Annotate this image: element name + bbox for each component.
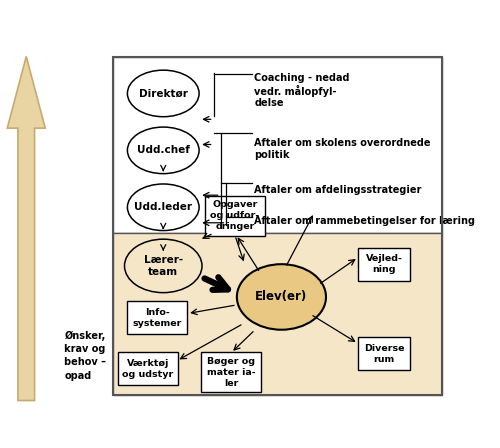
Bar [201,352,261,392]
Bar [118,352,178,385]
Text: Udd.leder: Udd.leder [134,202,192,212]
Ellipse shape [237,264,326,330]
Text: Coaching - nedad
vedr. målopfyl-
delse: Coaching - nedad vedr. målopfyl- delse [254,73,350,108]
Ellipse shape [128,127,199,174]
Text: Direktør: Direktør [139,88,188,99]
Text: Vejled-
ning: Vejled- ning [366,254,403,274]
Polygon shape [7,56,45,401]
Ellipse shape [128,184,199,231]
Text: Diverse
rum: Diverse rum [364,344,405,364]
Bar [113,57,442,395]
Bar [205,196,265,236]
Bar [113,233,442,395]
Text: Aftaler om afdelingsstrategier: Aftaler om afdelingsstrategier [254,185,422,195]
Text: Info-
systemer: Info- systemer [133,308,182,327]
Ellipse shape [128,70,199,117]
Bar [358,248,410,280]
Text: Aftaler om rammebetingelser for læring: Aftaler om rammebetingelser for læring [254,216,476,226]
Text: Udd.chef: Udd.chef [137,145,190,155]
Ellipse shape [124,239,202,293]
Text: Elev(er): Elev(er) [256,290,308,303]
Text: Ønsker,
krav og
behov –
opad: Ønsker, krav og behov – opad [64,331,106,380]
Bar [358,337,410,370]
Text: Lærer-
team: Lærer- team [144,255,183,277]
Text: Bøger og
mater ia-
ler: Bøger og mater ia- ler [207,357,256,388]
Text: Aftaler om skolens overordnede
politik: Aftaler om skolens overordnede politik [254,138,431,160]
Bar [128,301,188,334]
Text: Opgaver
og udfor-
dringer: Opgaver og udfor- dringer [210,200,260,232]
Bar [113,57,442,233]
Text: Værktøj
og udstyr: Værktøj og udstyr [122,359,174,379]
